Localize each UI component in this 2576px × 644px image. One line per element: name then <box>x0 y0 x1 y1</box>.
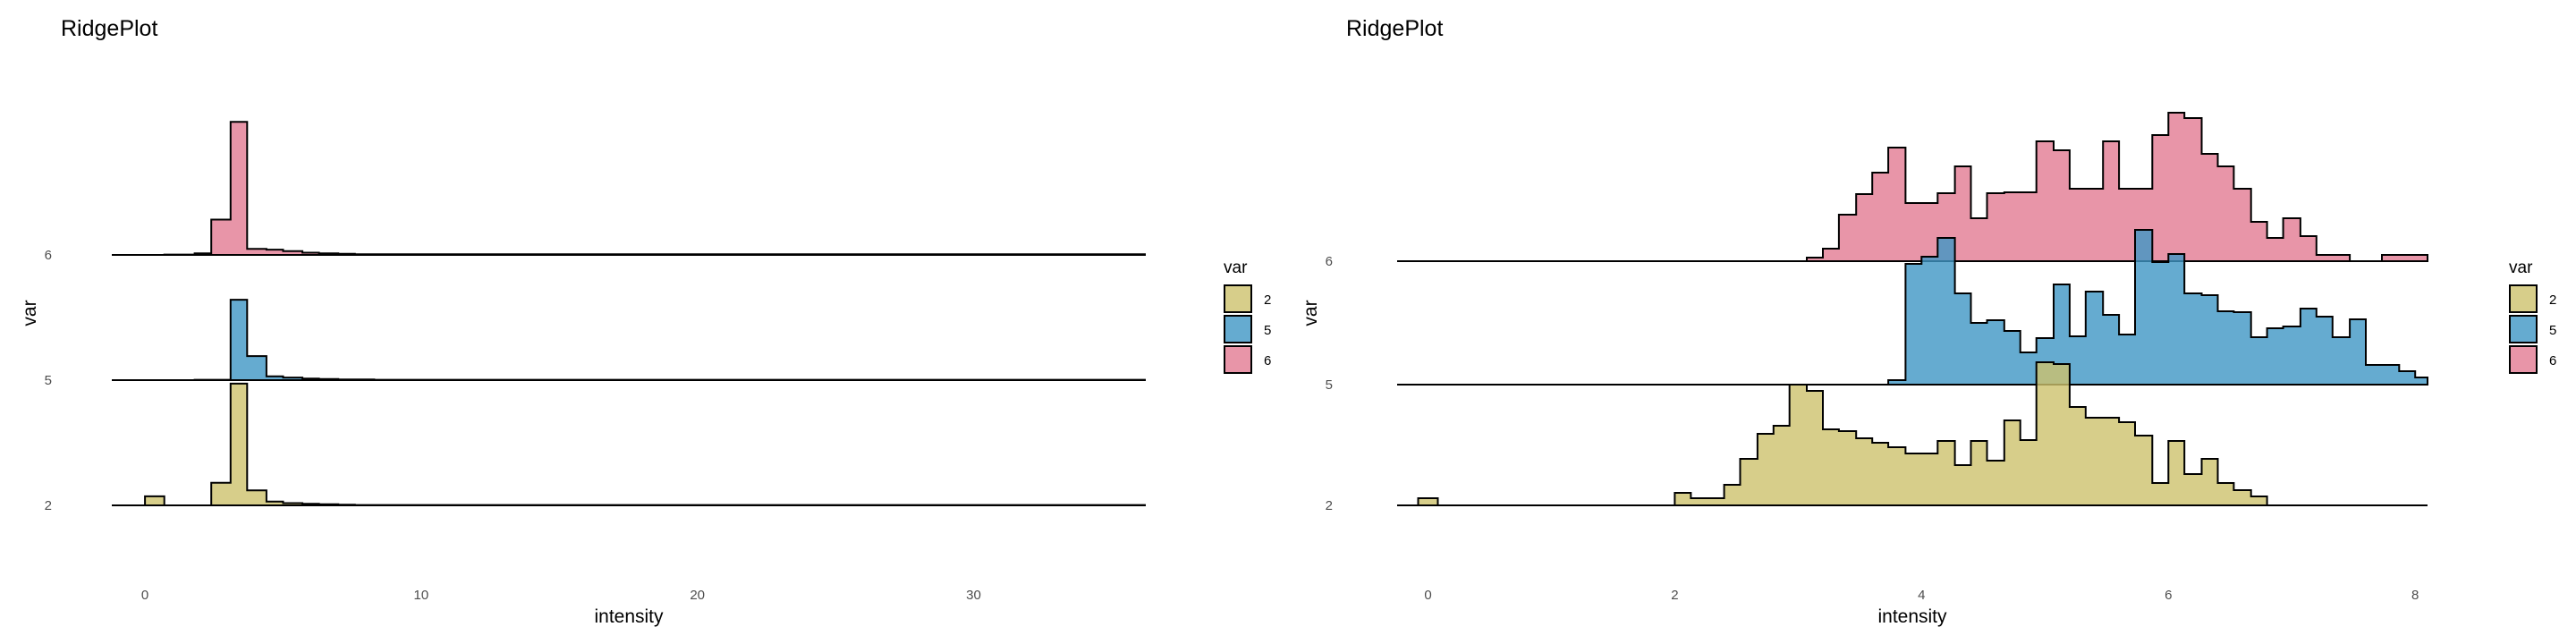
legend-label: 6 <box>2549 353 2556 369</box>
legend-label: 2 <box>1264 292 1271 308</box>
x-tick-label: 8 <box>2411 588 2419 603</box>
y-axis-label: var <box>20 300 40 326</box>
x-tick-label: 30 <box>966 588 981 603</box>
y-tick-label: 6 <box>45 248 52 263</box>
y-tick-label: 2 <box>45 498 52 513</box>
ridge-series-2 <box>112 382 1146 506</box>
x-tick-label: 2 <box>1671 588 1678 603</box>
legend-key-6 <box>1224 345 1252 374</box>
legend-key-2 <box>2509 284 2538 313</box>
legend-label: 5 <box>1264 323 1271 338</box>
legend-key-6 <box>2509 345 2538 374</box>
chart-title: RidgePlot <box>61 16 157 41</box>
legend-label: 6 <box>1264 353 1271 369</box>
ridgeplot-panel-2: RidgePlot 2 5 6 0 2 4 6 8 intensity var var 2 5 6 <box>1301 16 2556 627</box>
x-axis-label: intensity <box>594 606 664 627</box>
ridgeplot-panel-1: RidgePlot 2 5 6 0 10 20 30 intensity var var 2 5 6 <box>20 16 1271 627</box>
y-tick-label: 5 <box>45 373 52 388</box>
y-tick-label: 2 <box>1326 498 1333 513</box>
legend-key-5 <box>2509 315 2538 343</box>
legend-label: 2 <box>2549 292 2556 308</box>
y-axis-label: var <box>1301 300 1321 326</box>
x-tick-label: 0 <box>1424 588 1431 603</box>
legend-key-5 <box>1224 315 1252 343</box>
legend: var 2 5 6 <box>2509 258 2556 374</box>
x-axis-label: intensity <box>1877 606 1947 627</box>
legend-label: 5 <box>2549 323 2556 338</box>
ridge-series-6 <box>1397 112 2428 262</box>
x-tick-label: 10 <box>414 588 429 603</box>
ridge-series-6 <box>112 121 1146 256</box>
legend: var 2 5 6 <box>1224 258 1271 374</box>
y-tick-label: 6 <box>1326 254 1333 269</box>
x-tick-label: 4 <box>1918 588 1925 603</box>
ridge-series-5 <box>112 299 1146 381</box>
x-tick-label: 0 <box>141 588 148 603</box>
chart-title: RidgePlot <box>1346 16 1443 41</box>
legend-title: var <box>1224 258 1248 277</box>
x-tick-label: 20 <box>690 588 705 603</box>
legend-title: var <box>2509 258 2533 277</box>
ridge-series-2 <box>1397 361 2428 506</box>
legend-key-2 <box>1224 284 1252 313</box>
y-tick-label: 5 <box>1326 377 1333 393</box>
x-tick-label: 6 <box>2165 588 2172 603</box>
ridge-series-5 <box>1397 229 2428 386</box>
